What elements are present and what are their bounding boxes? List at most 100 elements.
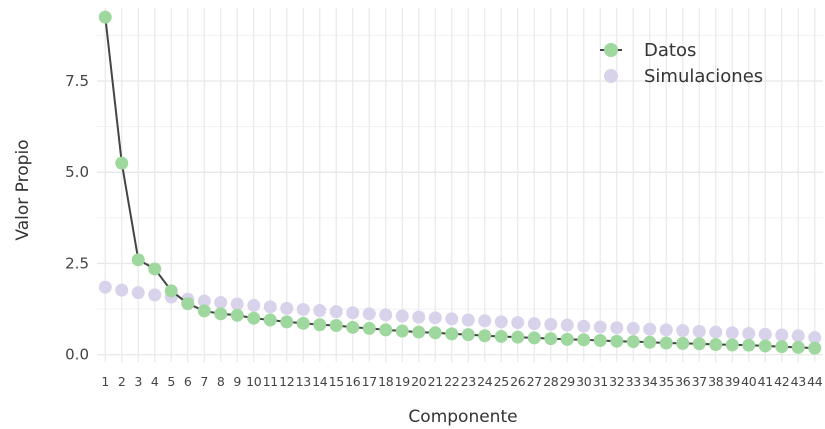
x-tick-label: 26 — [510, 374, 526, 389]
datos-point — [362, 321, 376, 335]
simulaciones-point — [544, 317, 558, 331]
simulaciones-point — [379, 308, 393, 322]
simulaciones-point — [329, 305, 343, 319]
simulaciones-point — [346, 306, 360, 320]
simulaciones-point — [428, 311, 442, 325]
datos-point — [692, 337, 706, 351]
simulaciones-point — [263, 300, 277, 314]
simulaciones-point — [791, 329, 805, 343]
x-tick-label: 8 — [217, 374, 225, 389]
y-axis-title: Valor Propio — [13, 139, 33, 240]
x-tick-label: 32 — [609, 374, 624, 389]
datos-point — [742, 338, 756, 352]
x-tick-label: 38 — [708, 374, 724, 389]
y-tick-label: 7.5 — [65, 72, 89, 90]
series-simulaciones — [98, 280, 822, 345]
simulaciones-point — [593, 320, 607, 334]
x-tick-label: 35 — [659, 374, 674, 389]
simulaciones-point — [247, 298, 261, 312]
simulaciones-point — [131, 286, 145, 300]
x-tick-label: 3 — [134, 374, 142, 389]
y-tick-label: 0.0 — [65, 346, 89, 364]
datos-point — [263, 313, 277, 327]
simulaciones-point — [214, 296, 228, 310]
simulaciones-point — [445, 312, 459, 326]
x-tick-label: 16 — [345, 374, 361, 389]
legend: Datos Simulaciones — [600, 40, 763, 87]
x-tick-label: 17 — [362, 374, 377, 389]
x-tick-label: 28 — [543, 374, 559, 389]
x-tick-label: 4 — [151, 374, 159, 389]
datos-point — [230, 308, 244, 322]
x-tick-label: 6 — [184, 374, 192, 389]
datos-point — [148, 262, 162, 276]
simulaciones-point — [758, 327, 772, 341]
datos-point — [296, 316, 310, 330]
y-tick-label: 2.5 — [65, 254, 89, 272]
x-tick-label: 20 — [411, 374, 427, 389]
x-tick-label: 36 — [675, 374, 691, 389]
datos-point — [247, 311, 261, 325]
datos-point — [461, 328, 475, 342]
datos-point — [395, 324, 409, 338]
datos-point — [329, 319, 343, 333]
x-tick-label: 5 — [167, 374, 175, 389]
legend-simulaciones-label: Simulaciones — [644, 66, 763, 87]
x-tick-label: 2 — [118, 374, 126, 389]
datos-point — [659, 336, 673, 350]
simulaciones-point — [610, 321, 624, 335]
x-tick-label: 25 — [494, 374, 509, 389]
x-tick-label: 7 — [200, 374, 208, 389]
x-tick-label: 37 — [692, 374, 707, 389]
datos-point — [610, 334, 624, 348]
datos-point — [164, 284, 178, 298]
x-tick-label: 14 — [312, 374, 328, 389]
y-tick-label: 5.0 — [65, 163, 89, 181]
x-tick-label: 40 — [741, 374, 757, 389]
x-tick-label: 39 — [725, 374, 741, 389]
datos-point — [808, 341, 822, 355]
x-tick-label: 1 — [101, 374, 109, 389]
x-tick-label: 18 — [378, 374, 394, 389]
datos-point — [98, 10, 112, 24]
datos-point — [676, 336, 690, 350]
x-tick-label: 19 — [395, 374, 411, 389]
datos-point — [478, 329, 492, 343]
datos-point — [643, 335, 657, 349]
x-tick-label: 10 — [246, 374, 262, 389]
datos-point — [131, 253, 145, 267]
legend-simulaciones-marker — [604, 69, 618, 83]
datos-point — [214, 307, 228, 321]
simulaciones-point — [412, 310, 426, 324]
simulaciones-point — [115, 283, 129, 297]
simulaciones-point — [692, 324, 706, 338]
x-tick-label: 23 — [461, 374, 476, 389]
datos-point — [115, 156, 129, 170]
series-datos — [98, 10, 822, 355]
x-tick-label: 33 — [626, 374, 641, 389]
datos-point — [775, 340, 789, 354]
datos-point — [181, 297, 195, 311]
simulaciones-point — [313, 304, 327, 318]
datos-point — [412, 325, 426, 339]
legend-datos-marker — [604, 43, 618, 57]
datos-point — [280, 315, 294, 329]
simulaciones-point — [577, 319, 591, 333]
datos-point — [560, 332, 574, 346]
simulaciones-point — [643, 322, 657, 336]
simulaciones-point — [626, 321, 640, 335]
x-tick-label: 30 — [576, 374, 592, 389]
datos-point — [527, 331, 541, 345]
x-tick-label: 29 — [560, 374, 576, 389]
simulaciones-point — [362, 307, 376, 321]
x-tick-label: 22 — [444, 374, 459, 389]
x-tick-label: 27 — [527, 374, 542, 389]
simulaciones-point — [296, 302, 310, 316]
x-tick-label: 42 — [774, 374, 789, 389]
x-axis-title: Componente — [408, 407, 517, 427]
simulaciones-point — [742, 327, 756, 341]
x-tick-label: 15 — [329, 374, 344, 389]
x-tick-label: 31 — [593, 374, 608, 389]
simulaciones-point — [395, 309, 409, 323]
